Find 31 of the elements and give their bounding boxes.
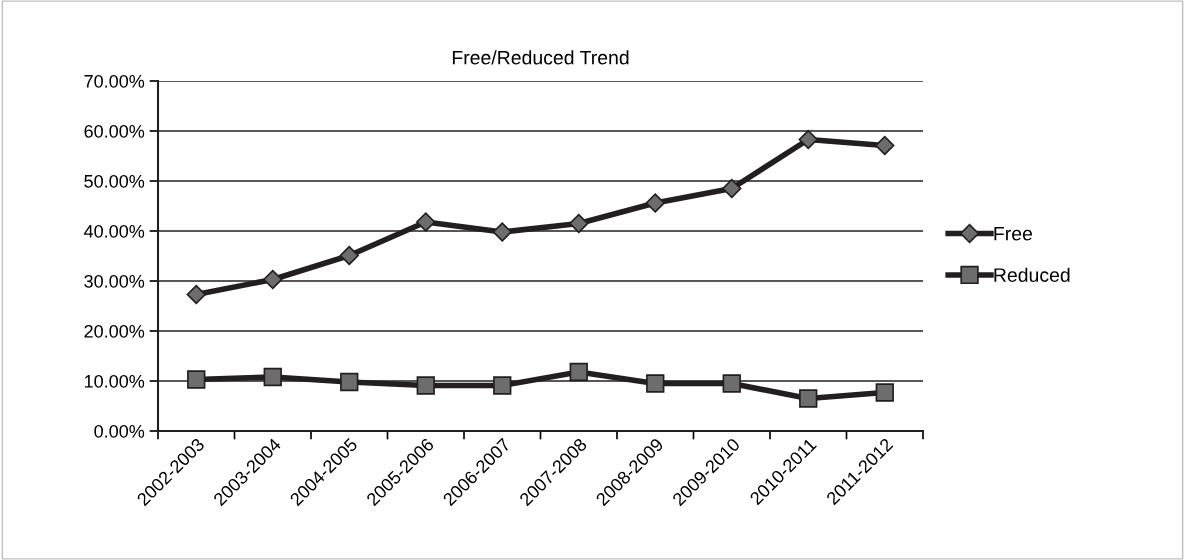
y-tick-label: 50.00%: [84, 174, 145, 188]
y-tick-label: 20.00%: [84, 324, 145, 338]
y-tick-label: 70.00%: [84, 74, 145, 88]
legend-label: Free: [994, 226, 1032, 241]
point: [569, 362, 588, 382]
point: [187, 370, 206, 389]
point: [339, 245, 359, 266]
point: [799, 389, 818, 408]
point: [340, 372, 359, 392]
point: [263, 367, 282, 387]
chart-title: Free/Reduced Trend: [452, 50, 629, 65]
point: [646, 374, 665, 393]
point: [492, 222, 512, 242]
point: [798, 129, 818, 150]
point: [875, 135, 895, 156]
point: [875, 383, 894, 402]
y-tick-label: 60.00%: [84, 124, 145, 138]
y-tick-label: 40.00%: [83, 224, 145, 238]
y-tick-label: 0.00%: [94, 424, 145, 438]
point: [569, 213, 589, 234]
point: [722, 178, 742, 199]
point: [493, 376, 512, 395]
point: [416, 376, 435, 395]
y-tick-label: 10.00%: [84, 374, 145, 388]
point: [186, 284, 206, 305]
point: [722, 374, 741, 393]
y-tick-label: 30.00%: [84, 274, 145, 288]
point: [263, 269, 283, 290]
point: [645, 193, 665, 213]
point: [416, 212, 436, 232]
legend-label: Reduced: [994, 267, 1070, 282]
